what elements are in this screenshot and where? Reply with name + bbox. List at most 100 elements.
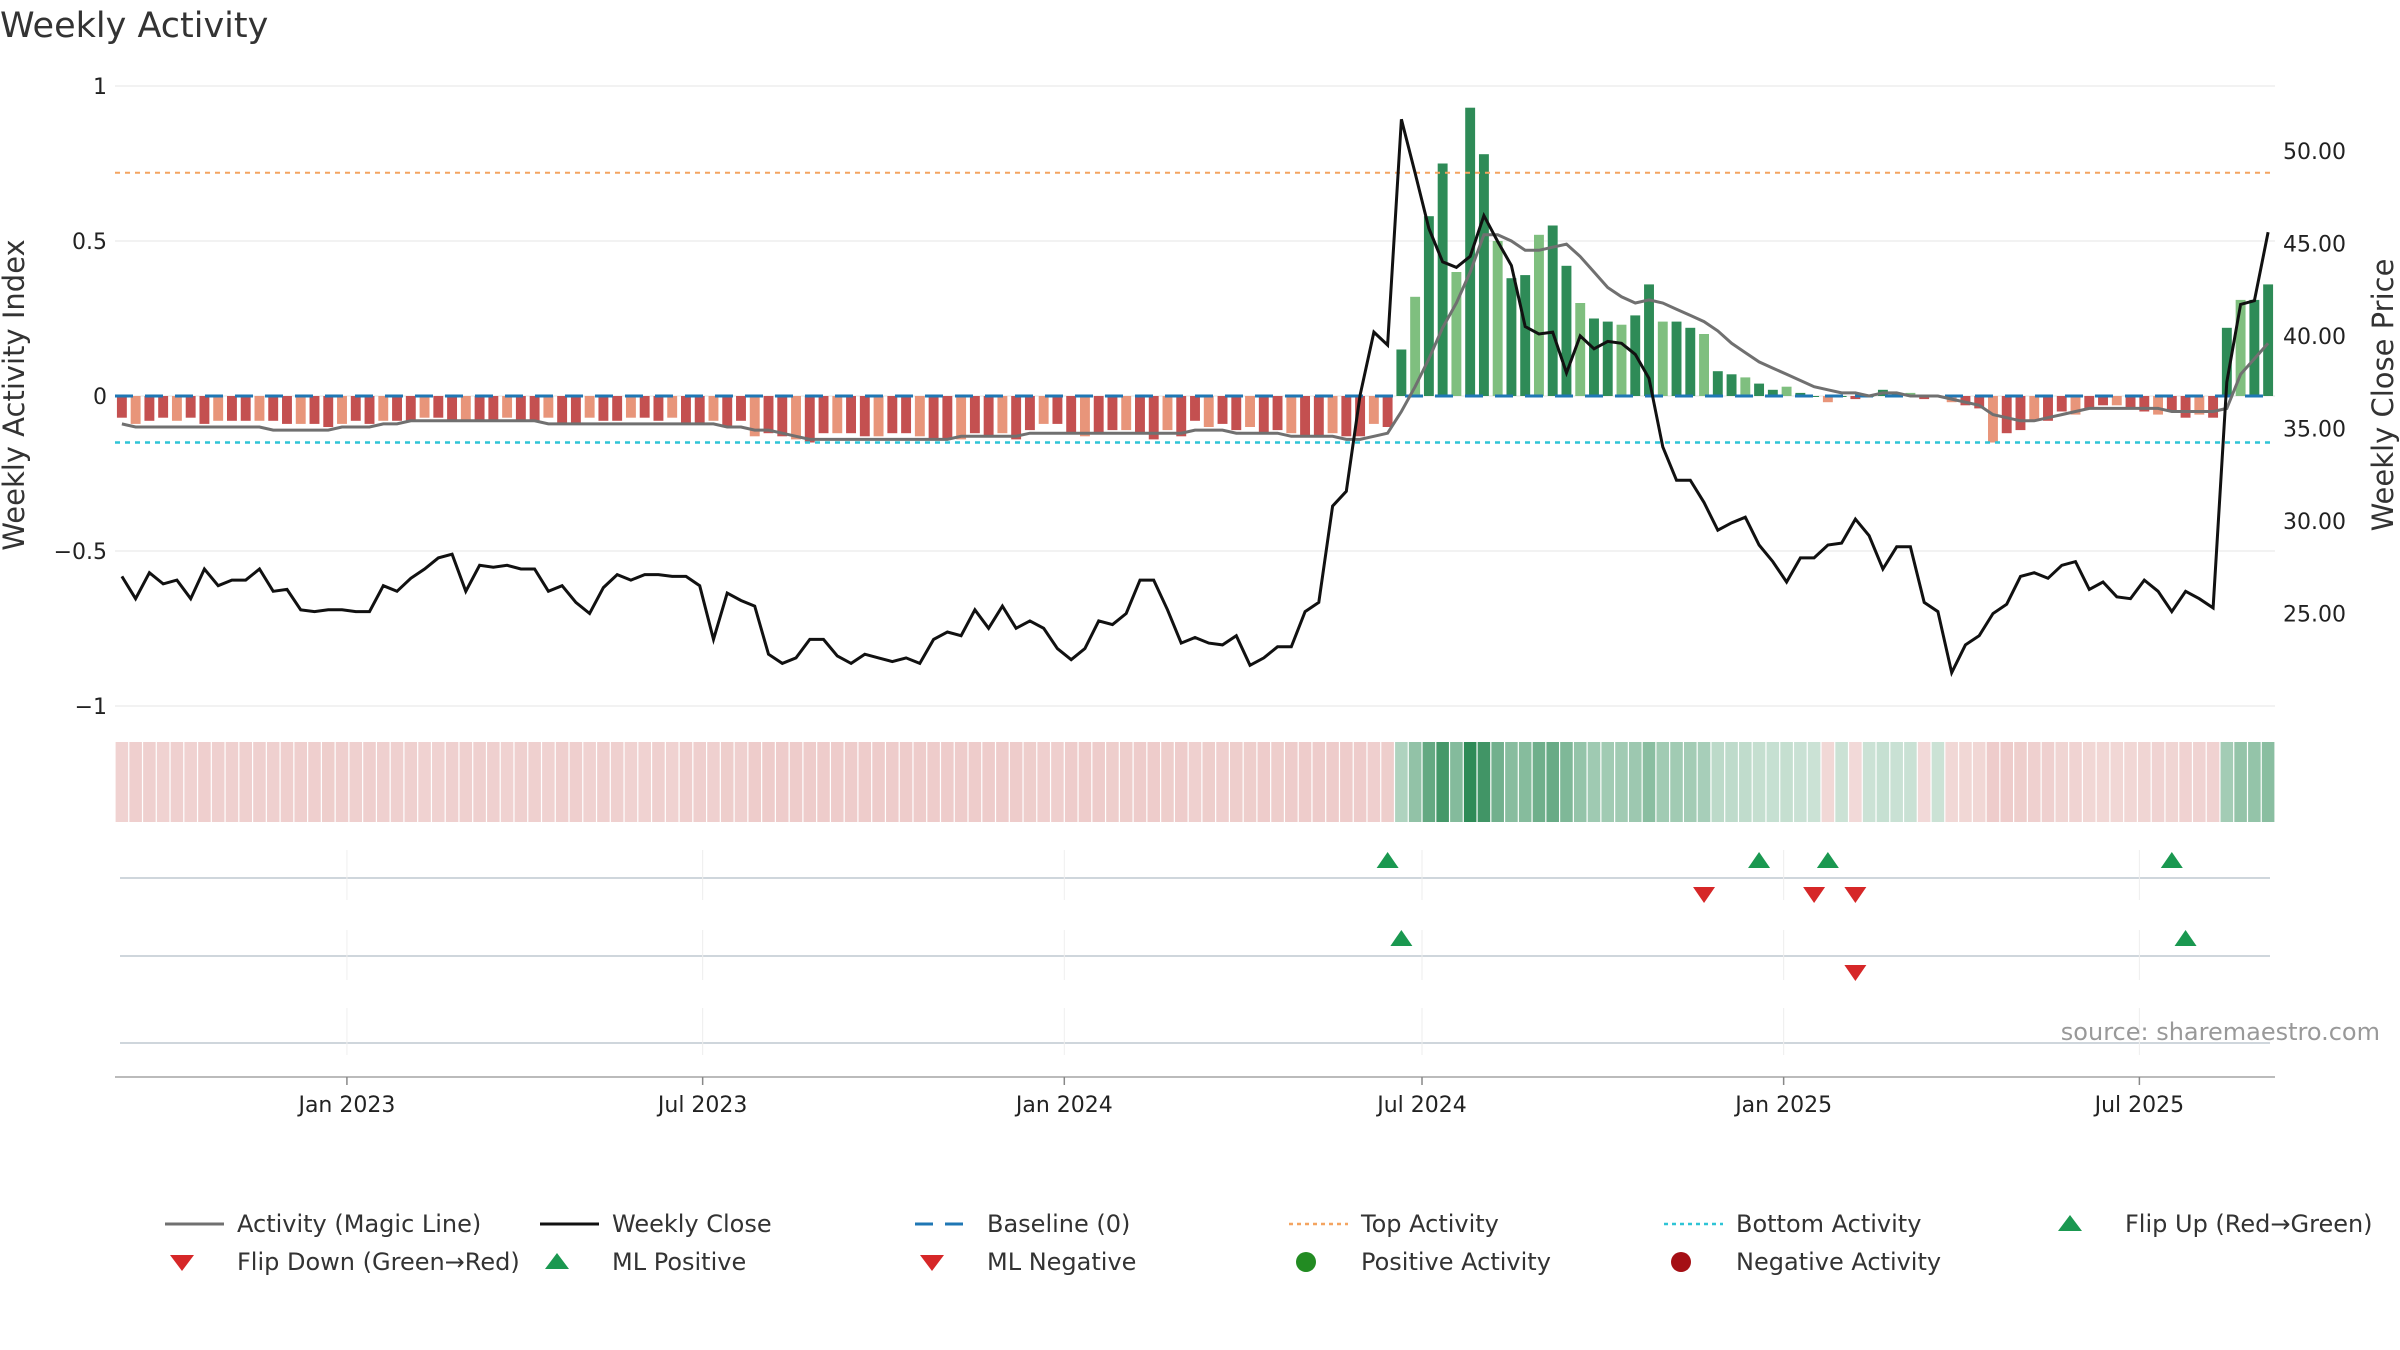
- heat-cell: [239, 742, 252, 822]
- activity-bar: [1024, 396, 1035, 431]
- activity-bar: [2194, 396, 2205, 415]
- heat-cell: [1849, 742, 1862, 822]
- heat-cell: [1890, 742, 1903, 822]
- heat-cell: [1106, 742, 1119, 822]
- activity-bar: [433, 396, 444, 418]
- activity-bar: [2098, 396, 2108, 406]
- activity-bar: [1052, 396, 1063, 424]
- heat-cell: [1794, 742, 1807, 822]
- activity-bar: [2111, 396, 2122, 406]
- activity-bar: [1176, 396, 1187, 437]
- legend-item: Activity (Magic Line): [165, 1210, 481, 1238]
- heat-cell: [1642, 742, 1656, 822]
- heat-cell: [899, 742, 913, 822]
- legend-item: Flip Down (Green→Red): [170, 1248, 520, 1276]
- signal-up-marker: [2160, 852, 2183, 868]
- y-tick-left: −1: [75, 695, 107, 720]
- activity-bar: [254, 396, 265, 421]
- heat-cell: [1959, 742, 1972, 822]
- activity-bar: [323, 396, 334, 427]
- activity-bar: [2070, 396, 2081, 415]
- heat-cell: [693, 742, 706, 822]
- heat-cell: [2124, 742, 2137, 822]
- signal-up-marker: [1748, 852, 1771, 868]
- signal-down-marker: [1803, 887, 1826, 903]
- legend-item: Flip Up (Red→Green): [2058, 1210, 2373, 1238]
- activity-bar: [653, 396, 664, 421]
- heat-cell: [1821, 742, 1835, 822]
- activity-bar: [2249, 299, 2260, 396]
- heat-cell: [266, 742, 280, 822]
- activity-bar: [226, 396, 237, 421]
- activity-bar: [1960, 396, 1971, 406]
- activity-bar: [832, 396, 843, 434]
- heat-cell: [1711, 742, 1725, 822]
- activity-bar: [474, 396, 485, 421]
- legend-item: Baseline (0): [915, 1210, 1130, 1238]
- activity-bar: [1685, 327, 1696, 396]
- activity-bar: [460, 396, 471, 421]
- heat-cell: [1546, 742, 1559, 822]
- activity-bar: [722, 396, 733, 427]
- activity-bar: [1245, 396, 1255, 427]
- heat-cell: [2193, 742, 2206, 822]
- heat-cell: [404, 742, 418, 822]
- activity-bar: [1575, 303, 1586, 396]
- heat-cell: [2027, 742, 2041, 822]
- activity-bar: [997, 396, 1008, 434]
- heat-cell: [1367, 742, 1381, 822]
- activity-bar: [378, 396, 389, 421]
- y-tick-left: 0.5: [72, 230, 107, 255]
- x-tick-label: Jul 2023: [656, 1093, 748, 1118]
- heat-cell: [2110, 742, 2124, 822]
- activity-bar: [1891, 392, 1902, 396]
- signal-down-marker: [1844, 965, 1867, 981]
- x-tick-label: Jan 2025: [1733, 1093, 1832, 1118]
- y-tick-left: −0.5: [54, 540, 107, 565]
- activity-bar: [282, 396, 292, 424]
- legend-swatch: [1671, 1252, 1691, 1272]
- activity-bar: [1079, 396, 1090, 437]
- heat-cell: [500, 742, 514, 822]
- y-tick-left: 0: [93, 385, 107, 410]
- heat-cell: [542, 742, 555, 822]
- x-tick-label: Jan 2024: [1014, 1093, 1113, 1118]
- activity-bar: [1988, 396, 1998, 443]
- heat-cell: [913, 742, 927, 822]
- activity-bar: [625, 396, 636, 418]
- activity-bar: [2166, 396, 2177, 412]
- heat-cell: [1573, 742, 1587, 822]
- heat-cell: [1188, 742, 1202, 822]
- heat-cell: [1161, 742, 1174, 822]
- activity-bar: [1148, 396, 1159, 440]
- activity-bar: [1754, 383, 1765, 396]
- heat-cell: [1628, 742, 1642, 822]
- heat-cell: [349, 742, 363, 822]
- heat-cell: [2220, 742, 2234, 822]
- heat-cell: [610, 742, 624, 822]
- activity-bar: [295, 396, 306, 424]
- activity-bar: [901, 396, 912, 434]
- activity-bar: [1258, 396, 1269, 434]
- activity-bar: [1520, 275, 1531, 396]
- heat-cell: [1986, 742, 2000, 822]
- y-axis-label-right: Weekly Close Price: [2366, 259, 2400, 532]
- lines-layer: [115, 118, 2275, 678]
- activity-bar: [1451, 272, 1462, 396]
- signal-up-marker: [1376, 852, 1399, 868]
- heat-cell: [211, 742, 225, 822]
- activity-bar: [777, 396, 788, 437]
- activity-bar: [1231, 396, 1242, 431]
- heat-cell: [115, 742, 129, 822]
- heat-cell: [1945, 742, 1958, 822]
- heat-cell: [1477, 742, 1491, 822]
- activity-bar: [1616, 324, 1627, 396]
- activity-bar: [1038, 396, 1049, 424]
- heat-cell: [831, 742, 844, 822]
- y-tick-right: 35.00: [2283, 417, 2346, 442]
- legend-label: Activity (Magic Line): [237, 1210, 481, 1238]
- heat-cell: [253, 742, 266, 822]
- heat-cell: [1560, 742, 1573, 822]
- heat-cell: [1518, 742, 1532, 822]
